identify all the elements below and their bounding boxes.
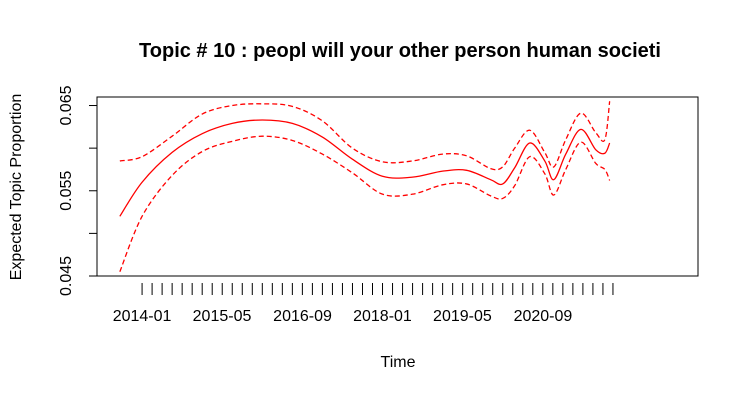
x-axis: 2014-01 2015-05 2016-09 2018-01 2019-05 2020-… bbox=[113, 308, 573, 325]
y-tick-label: 0.055 bbox=[58, 171, 75, 211]
series-lines bbox=[119, 101, 611, 272]
x-tick-label: 2018-01 bbox=[353, 308, 412, 325]
series-line-lower bbox=[119, 135, 611, 272]
plot-frame bbox=[96, 96, 699, 277]
y-tick-label: 0.065 bbox=[58, 85, 75, 125]
y-axis: 0.045 0.055 0.065 bbox=[58, 85, 98, 296]
x-tick-label: 2019-05 bbox=[433, 308, 492, 325]
series-line-upper bbox=[119, 101, 611, 171]
x-tick-label: 2015-05 bbox=[193, 308, 252, 325]
rug-ticks bbox=[141, 283, 614, 295]
x-tick-label: 2020-09 bbox=[514, 308, 573, 325]
chart-title: Topic # 10 : peopl will your other perso… bbox=[139, 40, 661, 62]
y-tick-label: 0.045 bbox=[58, 256, 75, 296]
series-line-estimate bbox=[119, 119, 611, 217]
x-axis-label: Time bbox=[381, 354, 416, 371]
x-tick-label: 2016-09 bbox=[273, 308, 332, 325]
y-axis-label: Expected Topic Proportion bbox=[8, 94, 25, 280]
x-tick-label: 2014-01 bbox=[113, 308, 172, 325]
